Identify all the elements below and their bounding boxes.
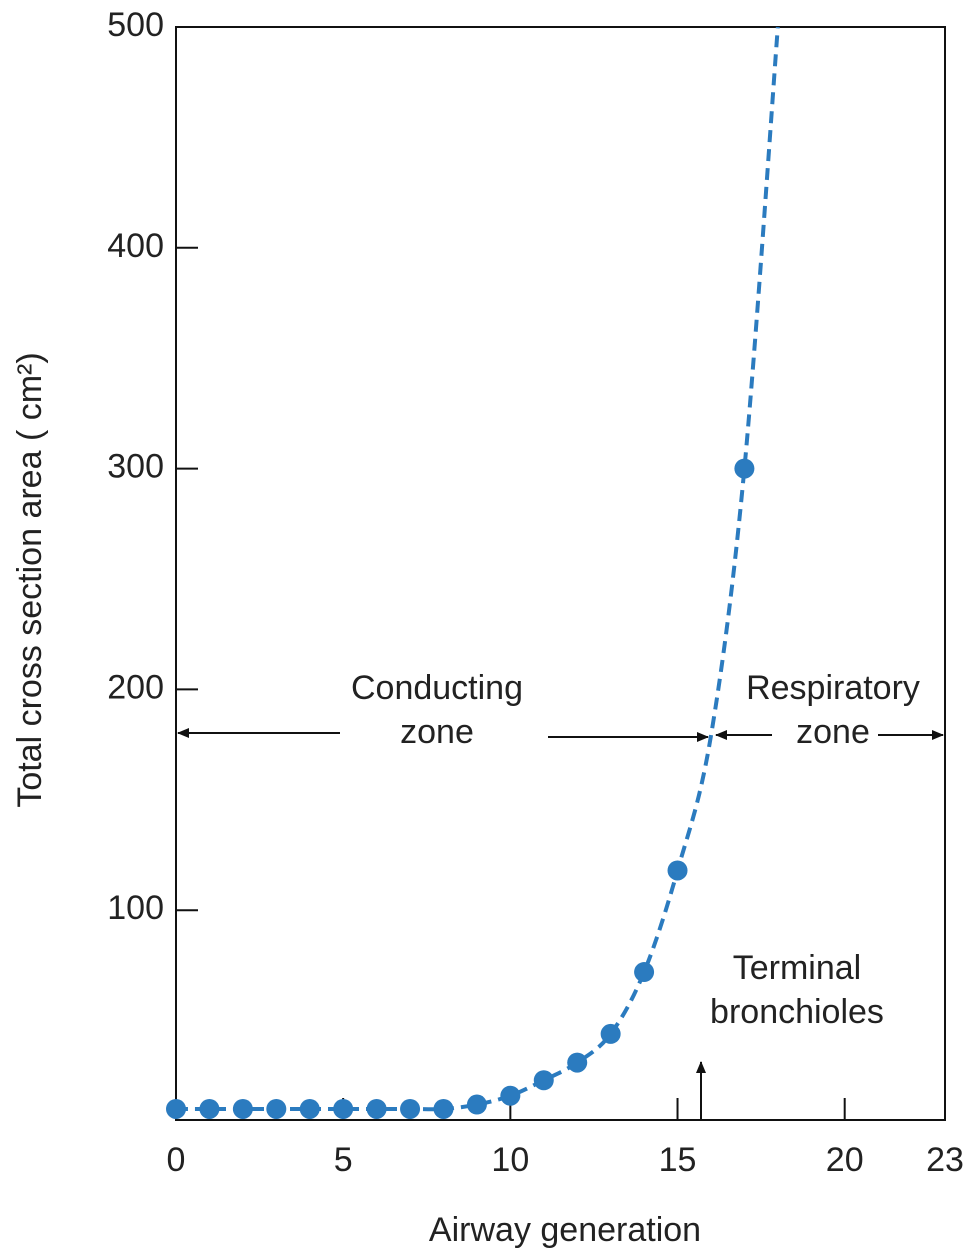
data-point bbox=[567, 1052, 588, 1073]
y-tick-label: 200 bbox=[107, 668, 164, 706]
data-point bbox=[232, 1098, 253, 1119]
y-tick-label: 100 bbox=[107, 889, 164, 927]
x-tick-label: 0 bbox=[167, 1141, 186, 1179]
y-axis-label: Total cross section area ( cm²) bbox=[11, 352, 49, 807]
curve bbox=[175, 26, 780, 1112]
annotation: zone bbox=[796, 713, 870, 751]
data-point bbox=[634, 962, 655, 983]
data-point bbox=[166, 1098, 186, 1119]
annotation: Terminal bbox=[733, 949, 861, 987]
data-point bbox=[466, 1094, 487, 1115]
data-point bbox=[299, 1098, 320, 1119]
data-point bbox=[266, 1098, 287, 1119]
data-point bbox=[333, 1098, 354, 1119]
x-tick-label: 23 bbox=[926, 1141, 964, 1179]
x-tick-label: 5 bbox=[334, 1141, 353, 1179]
annotation: bronchioles bbox=[710, 993, 884, 1031]
data-point bbox=[667, 860, 688, 881]
data-point bbox=[600, 1023, 621, 1044]
y-tick-label: 300 bbox=[107, 448, 164, 486]
data-point bbox=[400, 1098, 421, 1119]
data-point bbox=[366, 1098, 387, 1119]
x-tick-label: 15 bbox=[659, 1141, 697, 1179]
annotation: zone bbox=[400, 713, 474, 751]
y-tick-label: 400 bbox=[107, 227, 164, 265]
plot-frame bbox=[175, 26, 946, 1121]
data-point bbox=[533, 1070, 554, 1091]
x-axis-label: Airway generation bbox=[429, 1211, 701, 1249]
annotation: Respiratory bbox=[746, 669, 920, 707]
x-tick-label: 20 bbox=[826, 1141, 864, 1179]
data-point bbox=[199, 1098, 220, 1119]
data-point bbox=[433, 1098, 454, 1119]
annotation: Conducting bbox=[351, 669, 523, 707]
x-tick-label: 10 bbox=[491, 1141, 529, 1179]
data-point bbox=[734, 458, 755, 479]
y-tick-label: 500 bbox=[107, 6, 164, 44]
data-point bbox=[500, 1085, 521, 1106]
